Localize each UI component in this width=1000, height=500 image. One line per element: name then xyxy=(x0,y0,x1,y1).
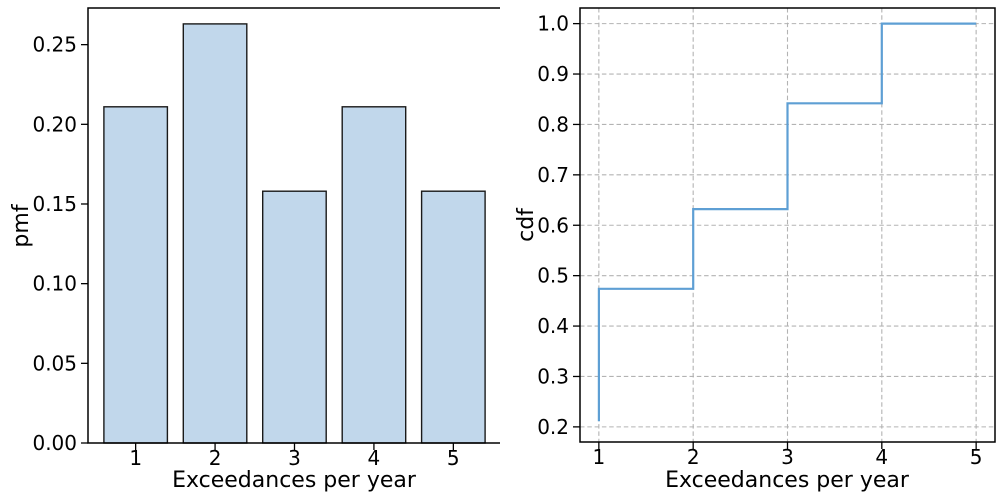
pmf-ytick-label: 0.25 xyxy=(32,33,77,57)
cdf-ytick-label: 0.2 xyxy=(537,415,569,439)
cdf-y-axis-label: cdf xyxy=(513,208,539,242)
pmf-chart: 1 2 3 4 5 0.00 0.05 0.10 0.15 0.20 0.25 xyxy=(32,7,500,470)
cdf-ytick-label: 0.3 xyxy=(537,365,569,389)
cdf-ytick-label: 0.8 xyxy=(537,112,569,136)
pmf-xtick-label: 1 xyxy=(129,446,142,470)
cdf-xtick-label: 3 xyxy=(781,445,794,469)
cdf-ytick-label: 0.9 xyxy=(537,62,569,86)
cdf-ytick-label: 0.4 xyxy=(537,314,569,338)
pmf-xtick-label: 4 xyxy=(368,446,381,470)
pmf-ytick-label: 0.10 xyxy=(32,272,77,296)
pmf-xtick-label: 5 xyxy=(447,446,460,470)
cdf-chart: 1 2 3 4 5 0.2 0.3 0.4 0.5 0.6 0.7 0.8 0.9 1.0 xyxy=(537,7,996,469)
pmf-bar-3 xyxy=(262,190,327,444)
cdf-x-axis-label: Exceedances per year xyxy=(665,467,909,493)
pmf-ytick-label: 0.00 xyxy=(32,431,77,455)
pmf-bar-1 xyxy=(103,106,169,444)
pmf-bar-5 xyxy=(420,190,486,444)
pmf-bar-4 xyxy=(341,106,407,444)
pmf-ytick-label: 0.20 xyxy=(32,112,77,136)
pmf-xtick-label: 3 xyxy=(288,446,301,470)
cdf-ytick-label: 0.7 xyxy=(537,163,569,187)
pmf-xtick-label: 2 xyxy=(209,446,222,470)
pmf-y-axis-label: pmf xyxy=(8,204,34,248)
cdf-xtick-label: 1 xyxy=(593,445,606,469)
cdf-step-line xyxy=(597,22,977,422)
cdf-ytick-label: 0.6 xyxy=(537,213,569,237)
pmf-ytick-label: 0.05 xyxy=(32,351,77,375)
cdf-xtick-label: 2 xyxy=(687,445,700,469)
pmf-x-axis-label: Exceedances per year xyxy=(172,467,416,493)
cdf-xtick-label: 4 xyxy=(875,445,888,469)
pmf-ytick-label: 0.15 xyxy=(32,192,77,216)
pmf-bar-2 xyxy=(182,23,248,444)
cdf-xtick-label: 5 xyxy=(970,445,983,469)
cdf-ytick-label: 1.0 xyxy=(537,12,569,36)
cdf-ytick-label: 0.5 xyxy=(537,264,569,288)
